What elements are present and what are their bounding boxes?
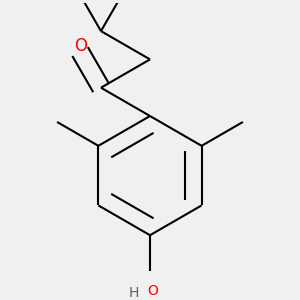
Text: O: O bbox=[74, 37, 88, 55]
Text: H: H bbox=[128, 286, 139, 300]
Text: O: O bbox=[147, 284, 158, 298]
